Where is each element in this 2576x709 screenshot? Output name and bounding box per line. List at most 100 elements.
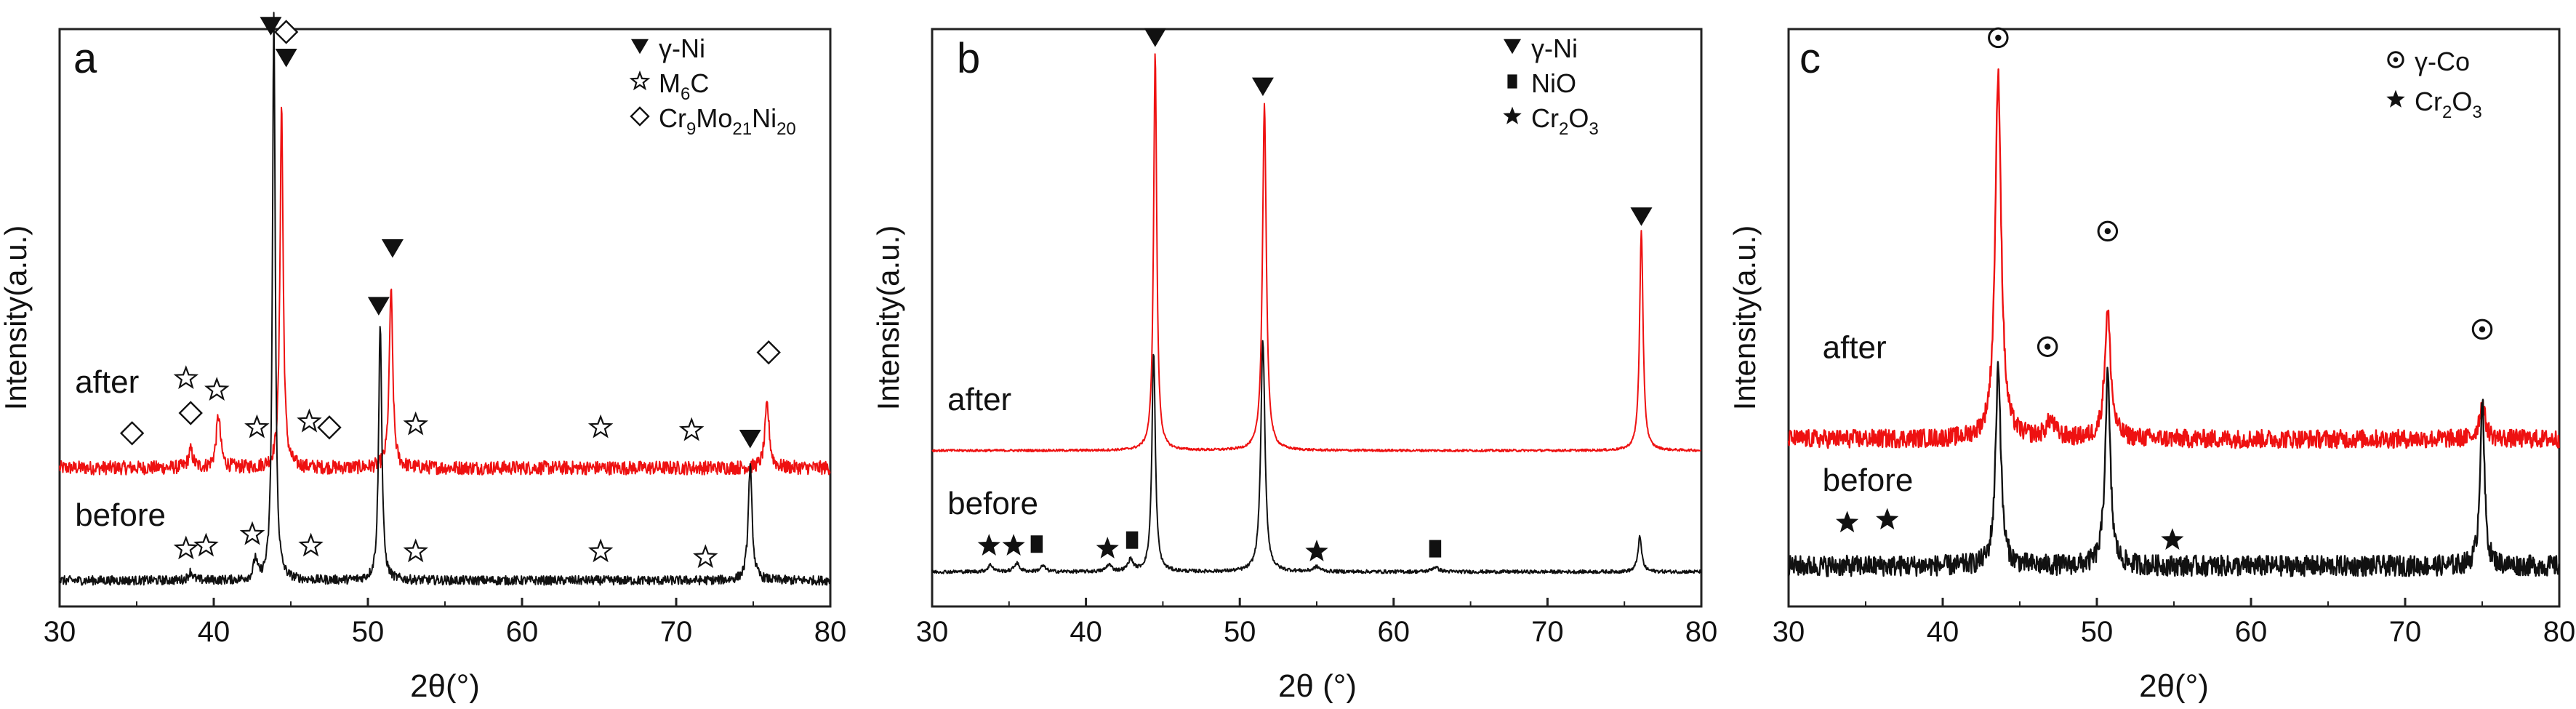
panel-a-after-marker-diamond-open xyxy=(756,340,781,365)
panel-a-before-marker-star-open xyxy=(693,544,718,569)
panel-c-after-marker-circle-dot xyxy=(2097,220,2119,242)
legend-text-part: O xyxy=(1568,103,1589,133)
panel-a-before-marker-star-open xyxy=(173,535,199,560)
panel-c-after-trace xyxy=(1787,68,2560,449)
legend-text-part: 9 xyxy=(686,119,696,139)
panel-a-tick-label-80: 80 xyxy=(814,616,847,648)
panel-c-y-axis-label: Intensity(a.u.) xyxy=(1728,225,1762,410)
panel-b-after-marker-triangle-down xyxy=(1630,207,1653,226)
panel-c-after-marker-circle-dot xyxy=(2037,336,2058,357)
panel-b: b 2θ (°) Intensity(a.u.) 30 40 50 60 70 80 af… xyxy=(871,28,1717,704)
panel-a-before-marker-triangle-down xyxy=(260,17,282,36)
panel-a-after-marker-diamond-open xyxy=(178,401,203,425)
circle-dot-center xyxy=(2104,228,2111,235)
legend-text-part: Ni xyxy=(752,103,777,133)
panel-b-tick-label-30: 30 xyxy=(916,616,949,648)
panel-a-after-marker-diamond-open xyxy=(317,415,342,440)
panel-b-traces xyxy=(931,53,1702,574)
panel-b-peak-markers xyxy=(977,28,1653,561)
panel-a-legend-label: Cr9Mo21Ni20 xyxy=(659,103,796,139)
panel-a-before-label: before xyxy=(75,497,166,533)
panel-c-series-labels: after before xyxy=(1823,330,1914,499)
panel-c-tick-label-60: 60 xyxy=(2235,616,2268,648)
panel-c-before-marker-star-filled xyxy=(2161,528,2184,550)
panel-a-after-marker-star-open xyxy=(587,414,614,438)
panel-a-legend-triangle-down-icon xyxy=(631,39,649,55)
panel-a-before-marker-star-open xyxy=(239,521,265,545)
legend-text-part: O xyxy=(2452,87,2472,116)
legend-text-part: Cr xyxy=(2415,87,2442,116)
panel-a-legend-diamond-open-icon xyxy=(630,106,650,127)
panel-c: c 2θ(°) Intensity(a.u.) 30 40 50 60 70 80 aft… xyxy=(1728,27,2575,704)
panel-b-before-label: before xyxy=(947,486,1038,521)
panel-b-legend-square-filled-icon xyxy=(1507,74,1517,89)
legend-text-part: NiO xyxy=(1531,68,1576,98)
panel-b-before-marker-star-filled xyxy=(1305,540,1328,561)
panel-c-before-label: before xyxy=(1823,462,1914,498)
panel-b-tick-label-40: 40 xyxy=(1070,616,1102,648)
panel-a-series-labels: after before xyxy=(75,364,166,533)
panel-b-x-ticks: 30 40 50 60 70 80 xyxy=(916,598,1717,648)
panel-a-after-trace xyxy=(59,106,831,476)
legend-text-part: 2 xyxy=(2442,103,2452,122)
panel-a-after-marker-triangle-down xyxy=(367,297,390,316)
panel-c-tick-label-70: 70 xyxy=(2389,616,2422,648)
panel-a-tick-label-50: 50 xyxy=(352,616,385,648)
panel-b-after-trace xyxy=(931,53,1701,453)
panel-c-before-marker-star-filled xyxy=(1876,508,1899,530)
panel-a-legend: γ-Ni M6C Cr9Mo21Ni20 xyxy=(629,33,796,139)
panel-a-before-marker-star-open xyxy=(403,538,429,563)
panel-b-legend-label: Cr2O3 xyxy=(1531,103,1599,139)
panel-a-after-marker-star-open xyxy=(244,414,270,438)
panel-c-before-trace xyxy=(1787,361,2560,577)
panel-c-tick-label-30: 30 xyxy=(1773,616,1805,648)
circle-dot-center xyxy=(2479,326,2486,333)
legend-text-part: C xyxy=(690,68,709,98)
panel-c-peak-markers xyxy=(1835,27,2493,550)
panel-c-x-axis-label: 2θ(°) xyxy=(2139,668,2209,704)
panel-a-before-marker-star-open xyxy=(193,532,219,557)
panel-b-after-marker-triangle-down xyxy=(1144,28,1166,47)
legend-text-part: 21 xyxy=(732,119,752,139)
panel-a-after-marker-triangle-down xyxy=(381,239,404,258)
panel-a-after-label: after xyxy=(75,364,139,400)
panel-c-legend-label: Cr2O3 xyxy=(2415,87,2482,122)
panel-c-legend-star-filled-icon xyxy=(2386,89,2405,108)
panel-b-before-marker-star-filled xyxy=(977,534,1000,556)
legend-text-part: M xyxy=(659,68,681,98)
circle-dot-center xyxy=(2393,57,2399,63)
panel-b-legend: γ-Ni NiO Cr2O3 xyxy=(1503,33,1599,139)
panel-b-legend-triangle-down-icon xyxy=(1504,39,1521,55)
panel-a-after-marker-star-open xyxy=(204,377,230,401)
legend-text-part: Cr xyxy=(659,103,686,133)
panel-c-legend: γ-Co Cr2O3 xyxy=(2386,47,2482,122)
panel-a-before-marker-triangle-down xyxy=(739,429,761,449)
panel-c-before-marker-star-filled xyxy=(1835,510,1859,533)
panel-a-x-ticks: 30 40 50 60 70 80 xyxy=(44,598,847,648)
panel-b-x-axis-label: 2θ (°) xyxy=(1278,668,1357,704)
panel-a-before-marker-star-open xyxy=(298,532,324,557)
panel-c-tick-label-50: 50 xyxy=(2081,616,2114,648)
panel-a-legend-star-open-icon xyxy=(629,70,651,91)
panel-a-after-marker-triangle-down xyxy=(275,48,297,68)
panel-b-after-label: after xyxy=(947,382,1011,417)
panel-c-traces xyxy=(1787,68,2560,577)
panel-a-legend-label: γ-Ni xyxy=(659,33,705,63)
panel-c-after-marker-circle-dot xyxy=(2471,319,2493,340)
panel-b-y-axis-label: Intensity(a.u.) xyxy=(871,225,905,410)
panel-a-letter: a xyxy=(73,35,97,82)
panel-b-before-marker-square-filled xyxy=(1126,531,1139,549)
panel-c-x-ticks: 30 40 50 60 70 80 xyxy=(1773,598,2575,648)
panel-c-legend-circle-dot-icon xyxy=(2387,51,2404,68)
legend-text-part: Cr xyxy=(1531,103,1559,133)
panel-c-legend-label: γ-Co xyxy=(2415,47,2470,76)
panel-b-legend-label: NiO xyxy=(1531,68,1576,98)
legend-text-part: Mo xyxy=(696,103,732,133)
panel-c-after-label: after xyxy=(1823,330,1887,366)
legend-text-part: 3 xyxy=(1589,119,1598,139)
panel-a-tick-label-30: 30 xyxy=(44,616,76,648)
panel-a-x-axis-label: 2θ(°) xyxy=(410,668,480,704)
panel-a-after-marker-star-open xyxy=(678,417,705,441)
legend-text-part: 6 xyxy=(681,84,690,104)
